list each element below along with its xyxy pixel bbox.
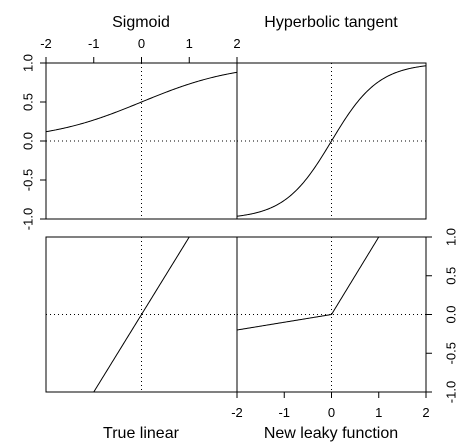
sigmoid-panel bbox=[45, 62, 238, 220]
panels-group bbox=[45, 62, 427, 393]
linear-title: True linear bbox=[103, 425, 180, 442]
right-y-tick-label: 1.0 bbox=[443, 228, 458, 246]
linear-curve bbox=[93, 237, 190, 392]
bottom-x-tick-label: -2 bbox=[231, 405, 243, 420]
left-y-tick-label: -1.0 bbox=[20, 208, 35, 230]
top-x-tick-label: 2 bbox=[233, 36, 240, 51]
leaky-title: New leaky function bbox=[264, 425, 398, 442]
left-y-tick-label: 0.0 bbox=[20, 132, 35, 150]
leaky-curve bbox=[237, 237, 380, 331]
leaky-panel bbox=[236, 236, 427, 393]
bottom-x-tick-label: 0 bbox=[328, 405, 335, 420]
sigmoid-curve bbox=[46, 71, 237, 133]
bottom-x-tick-label: 2 bbox=[422, 405, 429, 420]
axes-group: -2 -1 0 1 2 -1.0 -0.5 0.0 0.5 1.0 -2 -1 0 1 2 -1.0 -0.5 0… bbox=[20, 36, 458, 420]
tanh-curve bbox=[237, 65, 426, 217]
top-x-tick-label: 0 bbox=[138, 36, 145, 51]
sigmoid-title: Sigmoid bbox=[112, 14, 170, 31]
right-y-tick-label: -0.5 bbox=[443, 342, 458, 364]
left-y-tick-label: -0.5 bbox=[20, 169, 35, 191]
tanh-panel bbox=[236, 62, 427, 220]
left-y-tick-label: 1.0 bbox=[20, 54, 35, 72]
linear-panel bbox=[45, 236, 238, 393]
top-x-tick-label: 1 bbox=[186, 36, 193, 51]
right-y-tick-label: 0.5 bbox=[443, 267, 458, 285]
left-y-tick-label: 0.5 bbox=[20, 93, 35, 111]
bottom-x-tick-label: 1 bbox=[375, 405, 382, 420]
top-x-tick-label: -2 bbox=[40, 36, 52, 51]
bottom-x-tick-label: -1 bbox=[278, 405, 290, 420]
right-y-tick-label: 0.0 bbox=[443, 305, 458, 323]
tanh-title: Hyperbolic tangent bbox=[264, 14, 398, 31]
top-x-tick-label: -1 bbox=[88, 36, 100, 51]
right-y-tick-label: -1.0 bbox=[443, 381, 458, 403]
tanh-frame bbox=[236, 62, 427, 220]
